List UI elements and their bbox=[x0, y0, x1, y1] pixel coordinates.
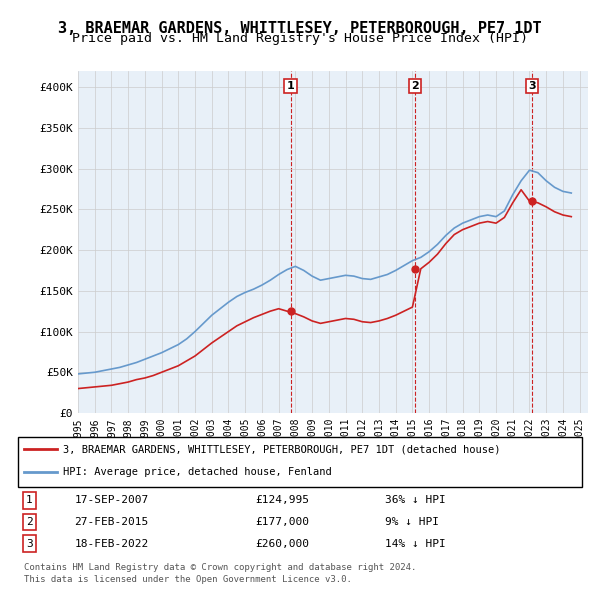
Text: 3, BRAEMAR GARDENS, WHITTLESEY, PETERBOROUGH, PE7 1DT (detached house): 3, BRAEMAR GARDENS, WHITTLESEY, PETERBOR… bbox=[63, 444, 500, 454]
Text: HPI: Average price, detached house, Fenland: HPI: Average price, detached house, Fenl… bbox=[63, 467, 332, 477]
Text: 3: 3 bbox=[528, 81, 535, 91]
Text: £124,995: £124,995 bbox=[255, 496, 309, 505]
Text: 1: 1 bbox=[26, 496, 32, 505]
Text: 14% ↓ HPI: 14% ↓ HPI bbox=[385, 539, 445, 549]
Text: 17-SEP-2007: 17-SEP-2007 bbox=[74, 496, 149, 505]
Text: 2: 2 bbox=[26, 517, 32, 527]
Text: £260,000: £260,000 bbox=[255, 539, 309, 549]
Text: 18-FEB-2022: 18-FEB-2022 bbox=[74, 539, 149, 549]
Text: £177,000: £177,000 bbox=[255, 517, 309, 527]
Text: 9% ↓ HPI: 9% ↓ HPI bbox=[385, 517, 439, 527]
Text: This data is licensed under the Open Government Licence v3.0.: This data is licensed under the Open Gov… bbox=[24, 575, 352, 584]
Text: 1: 1 bbox=[287, 81, 295, 91]
Text: Contains HM Land Registry data © Crown copyright and database right 2024.: Contains HM Land Registry data © Crown c… bbox=[24, 563, 416, 572]
Text: 2: 2 bbox=[411, 81, 419, 91]
Text: 3, BRAEMAR GARDENS, WHITTLESEY, PETERBOROUGH, PE7 1DT: 3, BRAEMAR GARDENS, WHITTLESEY, PETERBOR… bbox=[58, 21, 542, 35]
Text: Price paid vs. HM Land Registry's House Price Index (HPI): Price paid vs. HM Land Registry's House … bbox=[72, 32, 528, 45]
Text: 27-FEB-2015: 27-FEB-2015 bbox=[74, 517, 149, 527]
Text: 3: 3 bbox=[26, 539, 32, 549]
FancyBboxPatch shape bbox=[18, 437, 582, 487]
Text: 36% ↓ HPI: 36% ↓ HPI bbox=[385, 496, 445, 505]
